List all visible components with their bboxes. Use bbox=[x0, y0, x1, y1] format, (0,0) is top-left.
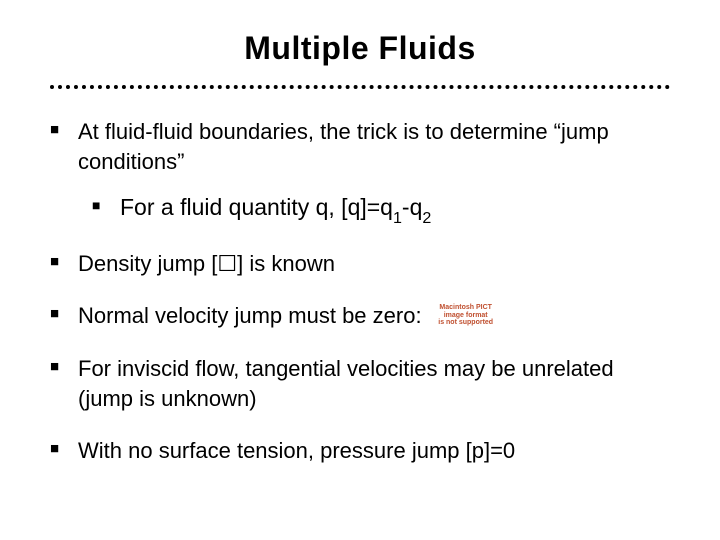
missing-line-1: Macintosh PICT bbox=[439, 304, 492, 311]
missing-line-3: is not supported bbox=[438, 319, 493, 326]
subscript-2: 2 bbox=[422, 209, 431, 227]
bullet-item-4: For inviscid flow, tangential velocities… bbox=[50, 354, 670, 415]
sub-prefix: For a fluid quantity q, [q]=q bbox=[120, 194, 393, 220]
sub-mid: -q bbox=[402, 194, 422, 220]
missing-line-2: image format bbox=[444, 312, 488, 319]
bullet-item-2: Density jump [☐] is known bbox=[50, 249, 670, 279]
sub-item-1: For a fluid quantity q, [q]=q1-q2 bbox=[92, 192, 670, 227]
slide-container: Multiple Fluids At fluid-fluid boundarie… bbox=[0, 0, 720, 540]
bullet-4-text: For inviscid flow, tangential velocities… bbox=[78, 356, 614, 411]
missing-pict-icon: Macintosh PICT image format is not suppo… bbox=[434, 304, 498, 327]
title-divider bbox=[50, 85, 670, 89]
bullet-item-3: Normal velocity jump must be zero: Macin… bbox=[50, 301, 670, 331]
bullet-5-text: With no surface tension, pressure jump [… bbox=[78, 438, 515, 463]
bullet-2-suffix: ] is known bbox=[237, 251, 335, 276]
bullet-list: At fluid-fluid boundaries, the trick is … bbox=[50, 117, 670, 467]
subscript-1: 1 bbox=[393, 209, 402, 227]
slide-title: Multiple Fluids bbox=[50, 30, 670, 67]
bullet-item-5: With no surface tension, pressure jump [… bbox=[50, 436, 670, 466]
bullet-item-1: At fluid-fluid boundaries, the trick is … bbox=[50, 117, 670, 227]
bullet-text-1: At fluid-fluid boundaries, the trick is … bbox=[78, 119, 609, 174]
bullet-3-text: Normal velocity jump must be zero: bbox=[78, 303, 428, 328]
sub-list-1: For a fluid quantity q, [q]=q1-q2 bbox=[78, 192, 670, 227]
rho-symbol: ☐ bbox=[217, 251, 237, 276]
bullet-2-prefix: Density jump [ bbox=[78, 251, 217, 276]
